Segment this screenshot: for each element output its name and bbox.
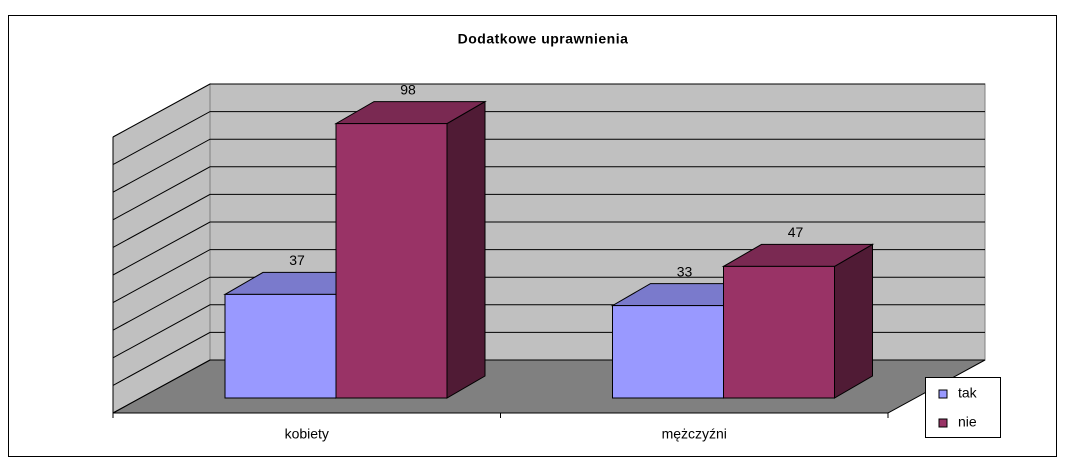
legend-swatch (938, 418, 948, 428)
grid-line (112, 138, 985, 193)
x-tick-label: mężczyźni (662, 426, 727, 442)
value-label: 47 (788, 224, 804, 240)
bar-side (446, 100, 486, 399)
x-tick-label: kobiety (285, 426, 329, 442)
legend-label: nie (958, 414, 977, 430)
bar (723, 265, 835, 399)
legend-swatch (938, 389, 948, 399)
legend-label: tak (958, 385, 978, 401)
bar (612, 305, 724, 399)
bar-side (834, 243, 873, 399)
value-label: 33 (677, 263, 693, 279)
bar (224, 293, 337, 399)
grid-line (112, 221, 985, 276)
bar (335, 123, 448, 399)
grid-line (112, 193, 985, 248)
chart-title: Dodatkowe uprawnienia (458, 31, 629, 47)
grid-line (112, 166, 985, 221)
value-label: 37 (289, 252, 305, 268)
grid-line (112, 111, 985, 166)
value-label: 98 (400, 81, 416, 97)
grid-line (112, 249, 985, 304)
grid-line (112, 83, 985, 138)
legend-box (925, 377, 1001, 438)
